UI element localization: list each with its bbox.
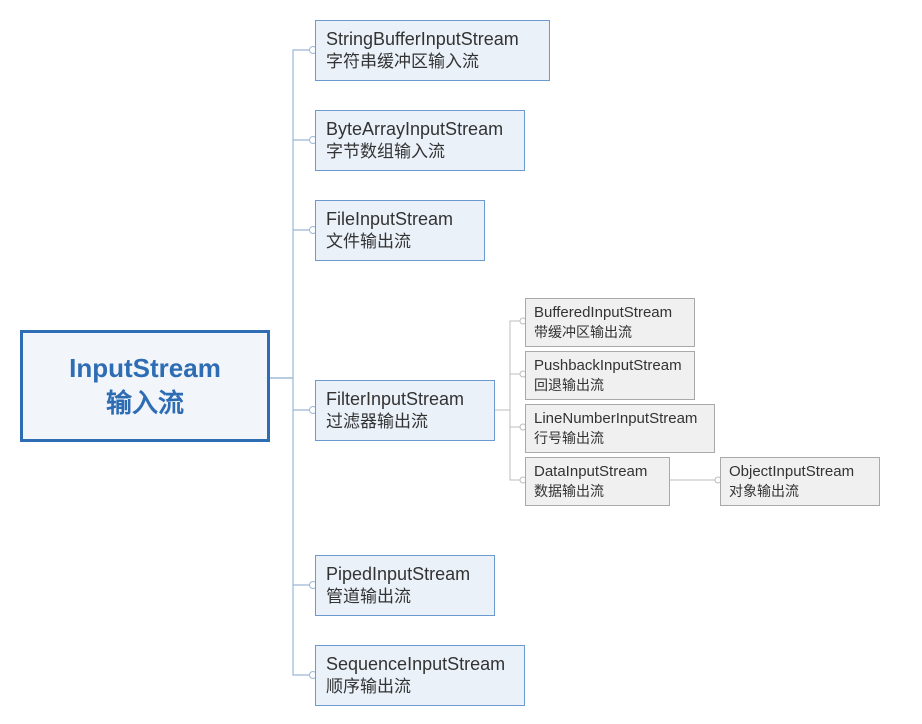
node-sequenceinputstream: SequenceInputStream 顺序输出流 <box>315 645 525 706</box>
node-title-cn: 带缓冲区输出流 <box>534 323 686 342</box>
node-title-cn: 对象输出流 <box>729 482 871 501</box>
node-title-cn: 行号输出流 <box>534 429 706 448</box>
node-title-cn: 数据输出流 <box>534 482 661 501</box>
node-filterinputstream: FilterInputStream 过滤器输出流 <box>315 380 495 441</box>
node-title-en: PushbackInputStream <box>534 356 686 376</box>
node-title-cn: 回退输出流 <box>534 376 686 395</box>
node-pushbackinputstream: PushbackInputStream 回退输出流 <box>525 351 695 400</box>
node-title-cn: 字节数组输入流 <box>326 141 514 164</box>
node-title-cn: 过滤器输出流 <box>326 411 484 434</box>
node-fileinputstream: FileInputStream 文件输出流 <box>315 200 485 261</box>
node-pipedinputstream: PipedInputStream 管道输出流 <box>315 555 495 616</box>
node-title-cn: 文件输出流 <box>326 231 474 254</box>
node-title-cn: 顺序输出流 <box>326 676 514 699</box>
node-title-en: DataInputStream <box>534 462 661 482</box>
node-objectinputstream: ObjectInputStream 对象输出流 <box>720 457 880 506</box>
node-linenumberinputstream: LineNumberInputStream 行号输出流 <box>525 404 715 453</box>
node-title-en: LineNumberInputStream <box>534 409 706 429</box>
root-node-inputstream: InputStream 输入流 <box>20 330 270 442</box>
node-title-en: FilterInputStream <box>326 387 484 411</box>
node-title-en: FileInputStream <box>326 207 474 231</box>
node-title-en: SequenceInputStream <box>326 652 514 676</box>
node-stringbufferinputstream: StringBufferInputStream 字符串缓冲区输入流 <box>315 20 550 81</box>
node-title-en: PipedInputStream <box>326 562 484 586</box>
node-title-en: BufferedInputStream <box>534 303 686 323</box>
node-title-en: StringBufferInputStream <box>326 27 539 51</box>
node-bytearrayinputstream: ByteArrayInputStream 字节数组输入流 <box>315 110 525 171</box>
node-title-cn: 管道输出流 <box>326 586 484 609</box>
node-bufferedinputstream: BufferedInputStream 带缓冲区输出流 <box>525 298 695 347</box>
node-datainputstream: DataInputStream 数据输出流 <box>525 457 670 506</box>
node-title-en: ObjectInputStream <box>729 462 871 482</box>
node-title-cn: 字符串缓冲区输入流 <box>326 51 539 74</box>
root-title-en: InputStream <box>43 351 247 386</box>
node-title-en: ByteArrayInputStream <box>326 117 514 141</box>
root-title-cn: 输入流 <box>43 386 247 421</box>
